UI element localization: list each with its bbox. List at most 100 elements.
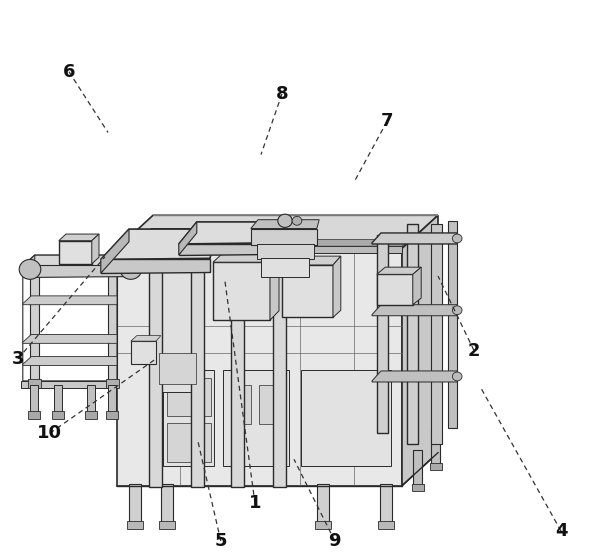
Bar [378,521,394,529]
Circle shape [292,216,302,225]
Bar [106,379,119,388]
Bar [143,236,210,248]
Bar [161,484,173,523]
Polygon shape [23,296,117,305]
Text: 9: 9 [329,532,341,550]
Circle shape [452,372,462,381]
Bar [59,241,92,264]
Text: 7: 7 [381,113,393,130]
Bar [106,411,118,419]
Bar [251,229,317,245]
Bar [236,385,251,424]
Bar [191,241,204,487]
Polygon shape [92,234,99,264]
Polygon shape [251,220,319,229]
Bar [273,263,286,487]
Polygon shape [227,230,299,237]
Polygon shape [101,229,129,273]
Bar [380,484,392,523]
Polygon shape [270,253,279,320]
Polygon shape [372,233,457,244]
Bar [117,246,402,253]
Bar [259,385,274,424]
Polygon shape [204,242,377,246]
Polygon shape [117,240,411,246]
Polygon shape [117,248,402,486]
Bar [85,411,97,419]
Polygon shape [21,381,117,388]
Polygon shape [179,222,197,255]
Circle shape [278,214,292,227]
Bar [213,262,270,320]
Bar [159,521,175,529]
Polygon shape [101,259,210,273]
Polygon shape [24,265,138,277]
Bar [30,273,39,381]
Bar [52,411,64,419]
Polygon shape [179,222,275,244]
Circle shape [19,259,41,279]
Polygon shape [372,305,457,316]
Polygon shape [333,256,341,317]
Circle shape [120,259,142,279]
Text: 2: 2 [468,342,480,359]
Bar [430,463,442,470]
Polygon shape [59,234,99,241]
Bar [377,274,413,305]
Text: 10: 10 [37,424,62,442]
Bar [167,423,211,462]
Bar [28,411,40,419]
Bar [157,247,198,392]
Polygon shape [377,267,421,274]
Bar [159,353,196,384]
Bar [28,379,41,388]
Polygon shape [402,215,438,486]
Polygon shape [23,357,117,365]
Bar [412,484,424,491]
Circle shape [452,234,462,243]
Polygon shape [101,229,217,259]
Polygon shape [413,267,421,305]
Bar [315,521,331,529]
Bar [163,370,214,466]
Bar [448,221,457,428]
Circle shape [452,306,462,315]
Polygon shape [143,229,217,236]
Polygon shape [131,336,161,341]
Bar [131,341,156,364]
Text: 8: 8 [275,85,289,103]
Bar [54,385,62,413]
Bar [87,385,95,413]
Bar [108,385,116,413]
Bar [129,484,141,523]
Polygon shape [117,215,438,248]
Bar [377,235,388,433]
Text: 5: 5 [215,532,227,550]
Bar [282,265,333,317]
Bar [127,521,143,529]
Bar [149,241,162,487]
Bar [231,244,244,487]
Bar [227,237,292,250]
Polygon shape [23,335,117,343]
Bar [431,429,440,465]
Polygon shape [282,256,341,265]
Bar [413,450,422,486]
Bar [257,244,314,259]
Text: 4: 4 [555,522,567,540]
Bar [261,258,309,277]
Polygon shape [24,255,138,266]
Polygon shape [117,246,402,250]
Polygon shape [372,371,457,382]
Bar [301,370,391,466]
Text: 1: 1 [249,495,261,512]
Polygon shape [179,244,271,255]
Bar [108,273,117,381]
Polygon shape [213,253,279,262]
Text: 6: 6 [63,63,75,81]
Bar [30,385,38,413]
Bar [317,484,329,523]
Bar [431,224,442,444]
Bar [223,370,289,466]
Text: 3: 3 [12,350,24,368]
